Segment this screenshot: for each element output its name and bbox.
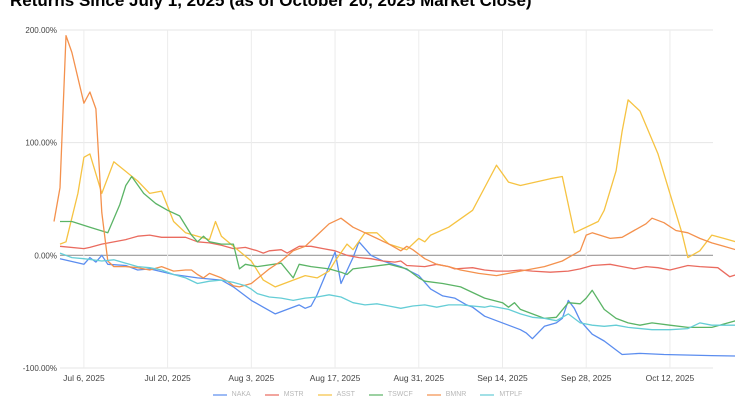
legend-swatch xyxy=(317,393,332,396)
legend-label: MTPLF xyxy=(499,391,523,398)
y-tick-label: 200.00% xyxy=(25,26,57,35)
series-line-bmnr xyxy=(53,34,735,288)
y-tick-label: -100.00% xyxy=(23,364,57,373)
series-line-naka xyxy=(59,241,735,357)
legend-swatch xyxy=(212,393,227,396)
chart-legend: NAKA MSTR ASST TSWCF BMNR MTPLF xyxy=(0,391,735,398)
x-tick-label: Jul 20, 2025 xyxy=(144,373,191,383)
y-tick-label: 100.00% xyxy=(25,139,57,148)
legend-item-naka[interactable]: NAKA xyxy=(212,391,251,398)
x-tick-label: Aug 17, 2025 xyxy=(310,373,361,383)
y-tick-label: 0.00% xyxy=(34,251,57,260)
legend-swatch xyxy=(426,393,441,396)
chart-title: Returns Since July 1, 2025 (as of Octobe… xyxy=(10,0,532,10)
series-line-tswcf xyxy=(60,175,735,329)
x-tick-label: Sep 28, 2025 xyxy=(561,373,612,383)
series-line-mstr xyxy=(59,234,735,278)
x-tick-label: Oct 12, 2025 xyxy=(646,373,695,383)
legend-label: TSWCF xyxy=(387,391,413,398)
x-tick-label: Aug 31, 2025 xyxy=(393,373,444,383)
legend-label: BMNR xyxy=(445,391,467,398)
legend-item-mstr[interactable]: MSTR xyxy=(264,391,304,398)
x-tick-label: Aug 3, 2025 xyxy=(228,373,274,383)
legend-swatch xyxy=(264,393,279,396)
legend-label: NAKA xyxy=(231,391,251,398)
legend-label: ASST xyxy=(336,391,355,398)
legend-swatch xyxy=(368,393,383,396)
x-tick-label: Sep 14, 2025 xyxy=(477,373,528,383)
series-line-asst xyxy=(59,99,735,288)
legend-swatch xyxy=(480,393,495,396)
legend-item-tswcf[interactable]: TSWCF xyxy=(368,391,413,398)
legend-item-asst[interactable]: ASST xyxy=(317,391,355,398)
x-tick-label: Jul 6, 2025 xyxy=(63,373,105,383)
series-line-mtplf xyxy=(59,252,735,331)
legend-label: MSTR xyxy=(283,391,304,398)
legend-item-mtplf[interactable]: MTPLF xyxy=(480,391,522,398)
legend-item-bmnr[interactable]: BMNR xyxy=(426,391,467,398)
